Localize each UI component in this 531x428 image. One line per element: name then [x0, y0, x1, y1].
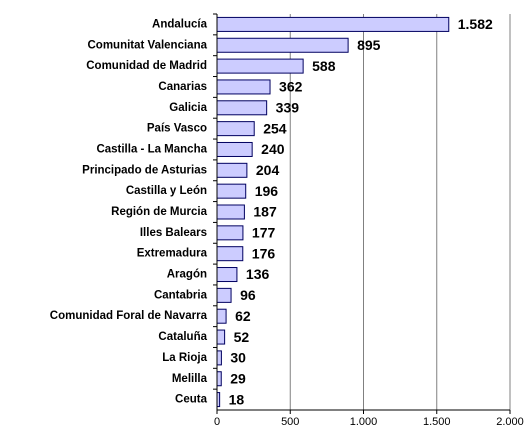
y-tick-label: Región de Murcia: [111, 206, 207, 218]
x-tick-label: 0: [214, 416, 220, 428]
bar: [216, 183, 247, 199]
y-tick-label: Galicia: [169, 102, 207, 114]
data-label: 176: [252, 245, 276, 261]
data-label: 96: [240, 287, 256, 303]
data-label: 187: [253, 204, 277, 220]
y-tick-label: País Vasco: [147, 123, 207, 135]
bar: [216, 100, 268, 116]
bar: [216, 141, 253, 157]
y-tick-label: Illes Balears: [140, 227, 207, 239]
data-label: 196: [255, 183, 279, 199]
y-tick-label: Extremadura: [137, 248, 208, 260]
data-label: 339: [276, 99, 300, 115]
y-tick-label: Comunidad de Madrid: [86, 60, 207, 72]
bar: [216, 329, 226, 345]
data-label: 1.582: [458, 16, 493, 32]
y-tick-label: Canarias: [158, 81, 207, 93]
y-tick-label: Cataluña: [158, 331, 207, 343]
bar: [216, 225, 244, 241]
data-label: 62: [235, 308, 251, 324]
bar: [216, 350, 222, 366]
bar: [216, 246, 244, 262]
bar: [216, 79, 271, 95]
bar: [216, 162, 248, 178]
y-tick-label: Andalucía: [152, 18, 208, 30]
bar: [216, 37, 349, 53]
x-tick-label: 2.000: [496, 416, 524, 428]
y-tick-label: Ceuta: [175, 394, 208, 406]
bar: [216, 267, 238, 283]
data-label: 29: [230, 370, 246, 386]
y-tick-label: Aragón: [167, 269, 207, 281]
y-tick-label: Cantabria: [154, 289, 208, 301]
y-tick-label: La Rioja: [162, 352, 207, 364]
bar: [216, 16, 450, 32]
data-label: 254: [263, 120, 287, 136]
y-tick-label: Comunitat Valenciana: [87, 39, 207, 51]
bar: [216, 308, 227, 324]
data-label: 240: [261, 141, 285, 157]
data-label: 362: [279, 79, 303, 95]
data-label: 30: [230, 350, 246, 366]
data-label: 52: [234, 329, 250, 345]
bar: [216, 204, 245, 220]
y-tick-label: Castilla - La Mancha: [96, 144, 207, 156]
data-label: 895: [357, 37, 381, 53]
bar: [216, 121, 255, 137]
data-label: 136: [246, 266, 270, 282]
y-tick-label: Castilla y León: [126, 185, 207, 197]
data-label: 18: [229, 391, 245, 407]
x-tick-label: 500: [281, 416, 299, 428]
bar: [216, 58, 304, 74]
bar: [216, 371, 222, 387]
data-label: 588: [312, 58, 336, 74]
data-label: 204: [256, 162, 280, 178]
x-tick-label: 1.000: [350, 416, 378, 428]
bar: [216, 287, 232, 303]
y-tick-label: Principado de Asturias: [82, 164, 207, 176]
x-tick-label: 1.500: [423, 416, 451, 428]
data-label: 177: [252, 225, 276, 241]
y-tick-label: Melilla: [172, 373, 208, 385]
y-tick-label: Comunidad Foral de Navarra: [50, 310, 208, 322]
